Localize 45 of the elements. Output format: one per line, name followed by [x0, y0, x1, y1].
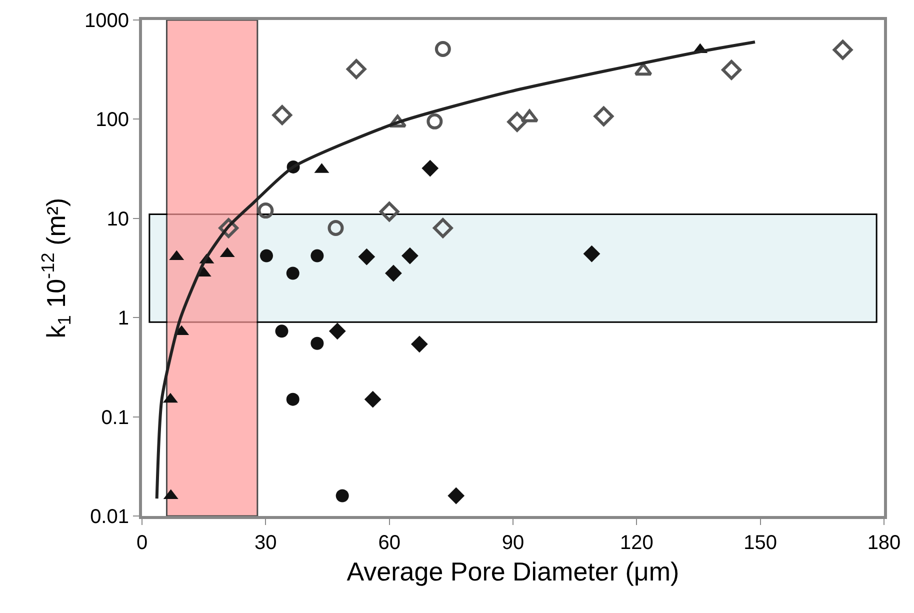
- x-tick-label: 120: [620, 532, 654, 554]
- x-tick-label: 180: [867, 532, 901, 554]
- y-tick-label: 100: [96, 109, 129, 132]
- point: [448, 487, 465, 504]
- point: [346, 59, 366, 80]
- y-tick-label: 1000: [84, 10, 129, 32]
- point: [310, 336, 324, 350]
- point: [583, 245, 600, 262]
- point: [328, 220, 344, 236]
- point: [426, 113, 443, 130]
- point: [410, 336, 428, 353]
- point: [634, 62, 652, 76]
- x-tick-label: 150: [744, 532, 778, 554]
- y-tick-label: 0.1: [101, 406, 129, 429]
- point: [401, 247, 418, 264]
- point: [520, 110, 538, 122]
- point: [258, 202, 274, 219]
- point: [832, 40, 853, 60]
- point: [379, 202, 400, 222]
- point: [364, 390, 382, 408]
- point: [286, 392, 300, 406]
- x-tick-label: 60: [378, 532, 400, 554]
- y-tick-label: 10: [106, 208, 129, 230]
- point: [434, 41, 451, 58]
- point: [422, 160, 439, 177]
- x-tick-label: 90: [502, 532, 524, 554]
- point: [722, 60, 742, 80]
- point: [272, 105, 292, 126]
- x-tick-label: 0: [136, 532, 148, 554]
- point: [385, 264, 402, 282]
- point: [328, 322, 346, 340]
- point: [336, 489, 349, 502]
- point: [275, 324, 288, 338]
- y-tick-label: 1: [118, 308, 129, 330]
- point: [594, 106, 614, 126]
- point: [310, 249, 324, 262]
- point: [432, 218, 453, 238]
- line-series: [155, 40, 756, 500]
- point: [260, 249, 273, 262]
- y-tick-label: 0.01: [90, 506, 129, 528]
- point: [286, 266, 300, 280]
- point: [358, 248, 376, 266]
- point: [507, 112, 528, 132]
- x-axis-title: Average Pore Diameter (μm): [346, 556, 680, 587]
- x-tick-label: 30: [254, 532, 277, 554]
